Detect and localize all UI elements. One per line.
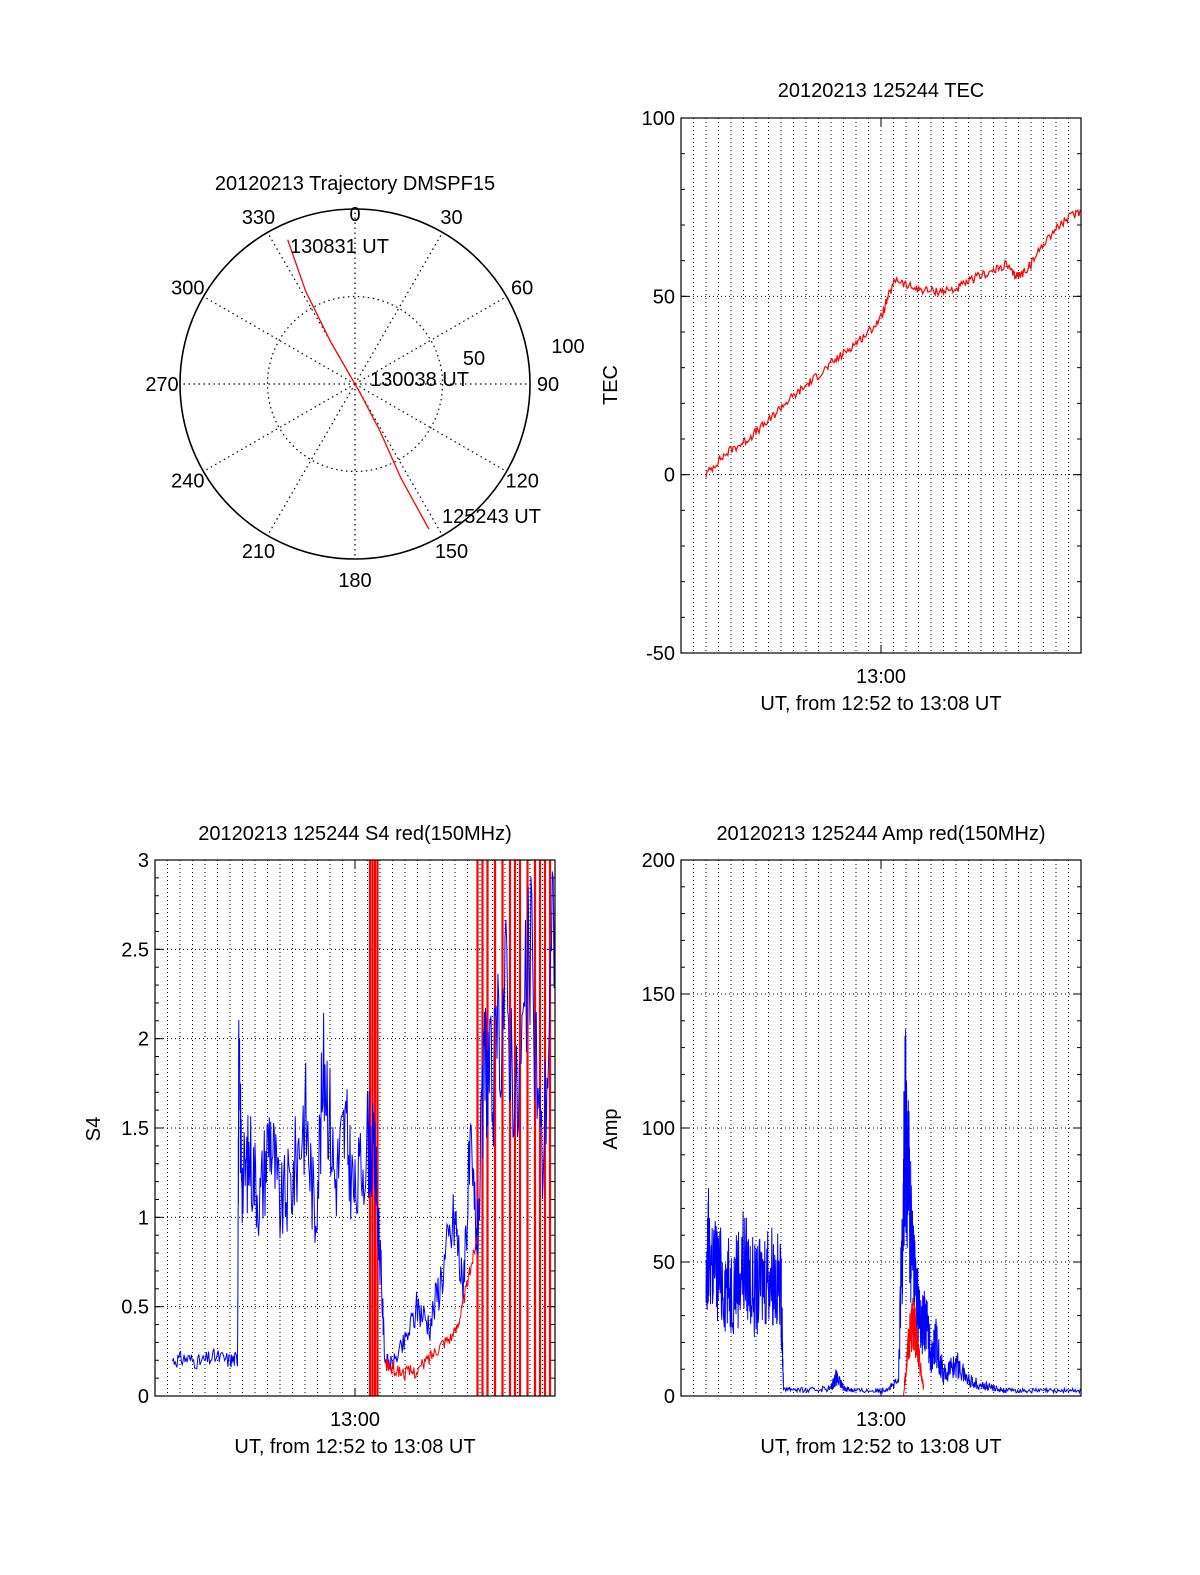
amp-ytick-label: 100 [642, 1118, 675, 1140]
tec-title: 20120213 125244 TEC [778, 80, 984, 102]
s4-ytick-label: 0 [138, 1386, 149, 1408]
amp-xlabel: UT, from 12:52 to 13:08 UT [760, 1436, 1001, 1458]
s4-series-red [384, 1235, 478, 1382]
azimuth-label-240: 240 [171, 471, 204, 493]
polar-spoke-240 [203, 383, 356, 473]
tec-series-red [705, 208, 1081, 478]
trajectory-title: 20120213 Trajectory DMSPF15 [215, 173, 495, 195]
s4-xlabel: UT, from 12:52 to 13:08 UT [234, 1436, 475, 1458]
polar-spoke-210 [266, 383, 356, 536]
polar-spoke-120 [354, 383, 507, 473]
polar-spoke-300 [203, 295, 356, 385]
azimuth-label-210: 210 [242, 541, 275, 563]
polar-azimuth-labels: 0 30 60 90 120 150 180 210 240 270 300 330 [145, 204, 559, 592]
azimuth-label-90: 90 [537, 374, 559, 396]
azimuth-label-150: 150 [435, 541, 468, 563]
s4-ytick-label: 2 [138, 1029, 149, 1051]
tec-frame [680, 117, 1082, 654]
s4-panel: 20120213 125244 S4 red(150MHz) S4 13:00 … [83, 823, 556, 1458]
azimuth-label-120: 120 [505, 471, 538, 493]
polar-spoke-150 [354, 383, 444, 536]
tec-panel: 20120213 125244 TEC TEC 13:00 UT, from 1… [600, 80, 1082, 715]
polar-spoke-30 [354, 232, 444, 385]
tec-ytick-label: 0 [664, 465, 675, 487]
amp-series-red [706, 1297, 924, 1396]
amp-title: 20120213 125244 Amp red(150MHz) [716, 823, 1045, 845]
tec-xtick-label: 13:00 [856, 666, 906, 688]
amp-ytick-label: 50 [653, 1252, 675, 1274]
amp-panel: 20120213 125244 Amp red(150MHz) Amp 13:0… [600, 823, 1082, 1458]
s4-series-blue [172, 871, 555, 1370]
s4-title: 20120213 125244 S4 red(150MHz) [198, 823, 512, 845]
s4-ytick-label: 1 [138, 1207, 149, 1229]
trajectory-line [287, 239, 430, 530]
azimuth-label-300: 300 [171, 278, 204, 300]
radius-label-100: 100 [551, 336, 584, 358]
trajectory-panel: 20120213 Trajectory DMSPF15 0 30 60 90 120 15… [145, 173, 584, 592]
s4-ytick-label: 3 [138, 850, 149, 872]
amp-series-blue [705, 1029, 1081, 1395]
track-time-end: 125243 UT [442, 506, 541, 528]
s4-ytick-label: 1.5 [121, 1118, 149, 1140]
tec-ytick-label: 100 [642, 108, 675, 130]
tec-ytick-label: 50 [653, 286, 675, 308]
tec-ylabel: TEC [600, 365, 622, 405]
s4-ytick-label: 0.5 [121, 1297, 149, 1319]
azimuth-label-330: 330 [242, 207, 275, 229]
azimuth-label-270: 270 [145, 374, 178, 396]
polar-ring-50 [266, 295, 444, 473]
s4-plot-area [172, 860, 555, 1396]
s4-frame [154, 859, 556, 1397]
track-time-mid: 130038 UT [370, 369, 469, 391]
polar-spoke-60 [354, 295, 507, 385]
radius-label-50: 50 [463, 348, 485, 370]
amp-frame [680, 859, 1082, 1397]
amp-xtick-label: 13:00 [856, 1409, 906, 1431]
azimuth-label-0: 0 [349, 204, 360, 226]
amp-ytick-label: 0 [664, 1386, 675, 1408]
trajectory-track [287, 239, 430, 530]
amp-plot-area [705, 1029, 1081, 1396]
amp-ytick-label: 150 [642, 984, 675, 1006]
tec-ytick-label: -50 [646, 643, 675, 665]
polar-spoke-330 [266, 232, 356, 385]
s4-ytick-label: 2.5 [121, 939, 149, 961]
azimuth-label-60: 60 [511, 278, 533, 300]
azimuth-label-30: 30 [440, 207, 462, 229]
track-time-start: 130831 UT [290, 236, 389, 258]
tec-plot-area [705, 208, 1081, 478]
s4-ylabel: S4 [83, 1117, 105, 1141]
polar-grid [179, 208, 531, 560]
tec-xlabel: UT, from 12:52 to 13:08 UT [760, 693, 1001, 715]
polar-outer-circle [179, 208, 531, 560]
amp-ytick-label: 200 [642, 850, 675, 872]
s4-xtick-label: 13:00 [330, 1409, 380, 1431]
azimuth-label-180: 180 [338, 570, 371, 592]
amp-ylabel: Amp [600, 1108, 622, 1149]
